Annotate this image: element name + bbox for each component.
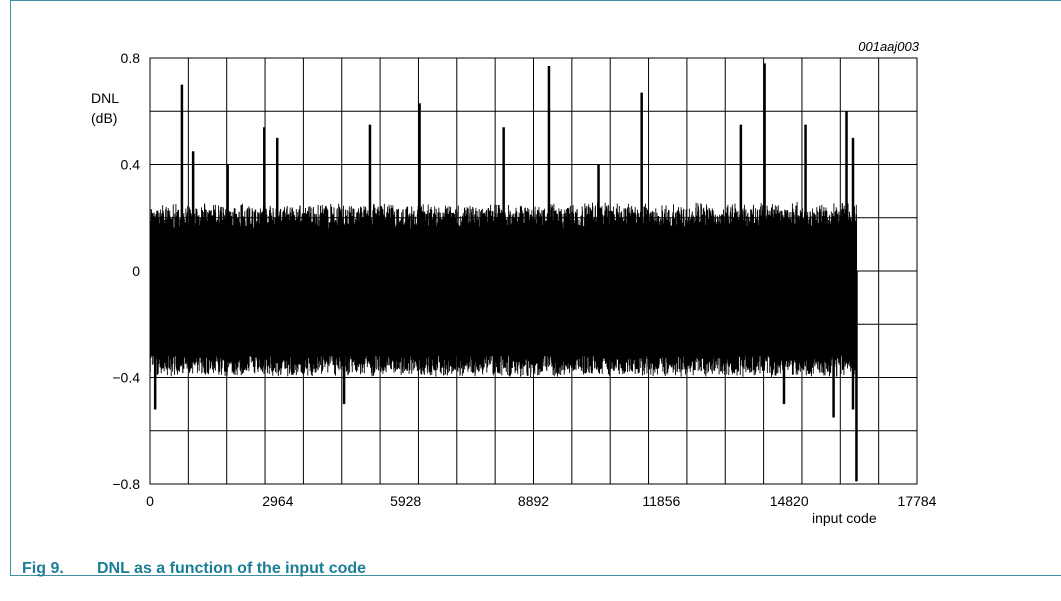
y-axis-ticks: −0.8 −0.4 0 0.4 0.8 — [112, 50, 140, 492]
x-tick-label: 0 — [146, 493, 154, 509]
x-tick-label: 5928 — [390, 493, 421, 509]
y-tick-label: −0.4 — [112, 370, 140, 386]
x-tick-label: 2964 — [262, 493, 293, 509]
figure-code: 001aaj003 — [858, 39, 919, 54]
caption-text: DNL as a function of the input code — [97, 560, 367, 577]
y-tick-label: 0.8 — [121, 50, 141, 66]
x-axis-label: input code — [812, 510, 877, 526]
figure-frame-top — [10, 0, 1061, 1]
figure-frame-left — [10, 0, 11, 575]
x-tick-label: 14820 — [770, 493, 809, 509]
figure-frame-bottom — [10, 575, 1061, 576]
y-axis-label-quantity: DNL — [91, 90, 119, 106]
y-tick-label: 0.4 — [121, 157, 141, 173]
dnl-series-spikes — [153, 63, 858, 482]
y-axis-label-unit: (dB) — [91, 110, 117, 126]
x-tick-label: 11856 — [642, 493, 680, 509]
x-tick-label: 8892 — [518, 493, 549, 509]
x-axis-ticks: 0 2964 5928 8892 11856 14820 17784 — [146, 493, 937, 509]
figure-caption: Fig 9. DNL as a function of the input cod… — [22, 560, 366, 578]
y-tick-label: 0 — [132, 263, 140, 279]
y-tick-label: −0.8 — [112, 476, 140, 492]
x-tick-label: 17784 — [898, 493, 937, 509]
plot-border — [149, 57, 918, 485]
caption-number: Fig 9. — [22, 560, 64, 577]
